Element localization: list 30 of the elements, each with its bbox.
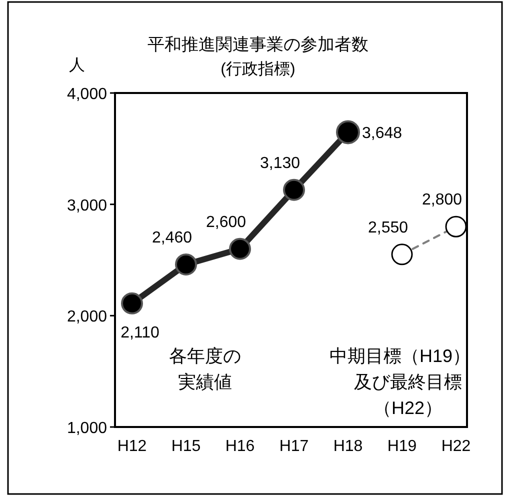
data-label: 3,648 — [362, 125, 402, 142]
data-label: 2,550 — [368, 219, 408, 236]
point — [121, 292, 143, 314]
data-label: 2,110 — [120, 324, 160, 342]
x-tick-label: H12 — [117, 438, 147, 455]
x-tick-label: H16 — [225, 438, 255, 455]
annotation: 実績値 — [178, 372, 232, 392]
chart-subtitle: (行政指標) — [220, 60, 296, 78]
x-tick-label: H18 — [333, 438, 363, 455]
y-tick-label: 2,000 — [66, 308, 108, 326]
y-tick-label: 3,000 — [66, 197, 108, 214]
y-tick-label: 1,000 — [66, 420, 108, 437]
data-label: 2,460 — [152, 229, 192, 246]
x-tick-label: H19 — [387, 438, 417, 455]
data-label: 2,800 — [422, 192, 462, 209]
annotation: 各年度の — [169, 346, 241, 366]
point — [229, 238, 251, 260]
y-tick-label: 4,000 — [66, 86, 108, 103]
data-label: 3,130 — [260, 154, 300, 172]
x-tick-label: H15 — [171, 438, 201, 455]
x-tick-label: H17 — [279, 438, 309, 455]
x-tick-label: H22 — [441, 438, 471, 455]
annotation: 中期目標（H19） — [329, 346, 471, 366]
point — [283, 178, 305, 201]
annotation: （H22） — [373, 398, 443, 418]
chart-title: 平和推進関連事業の参加者数 — [148, 35, 368, 54]
point — [175, 253, 197, 276]
y-axis-title: 人 — [69, 57, 85, 74]
data-label: 2,600 — [206, 214, 246, 231]
annotation: 及び最終目標 — [354, 372, 462, 392]
